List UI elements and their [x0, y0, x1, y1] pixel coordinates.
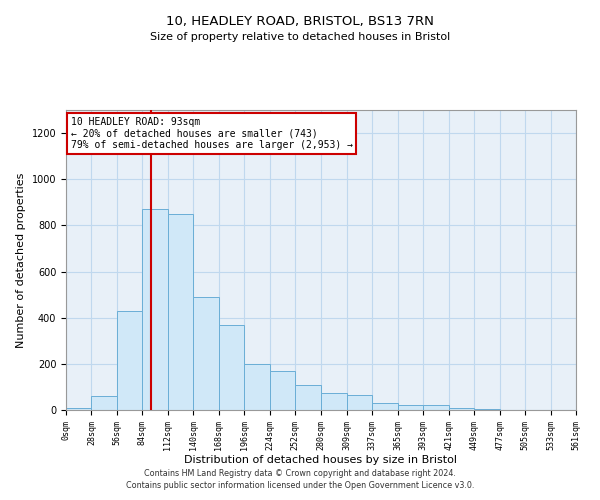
Bar: [320, 392, 347, 410]
Bar: [423, 406, 449, 410]
Bar: [142, 209, 168, 410]
Text: Contains public sector information licensed under the Open Government Licence v3: Contains public sector information licen…: [126, 481, 474, 490]
Bar: [193, 297, 219, 410]
Y-axis label: Number of detached properties: Number of detached properties: [16, 172, 26, 348]
Bar: [398, 406, 423, 410]
Text: Contains HM Land Registry data © Crown copyright and database right 2024.: Contains HM Land Registry data © Crown c…: [144, 468, 456, 477]
Bar: [373, 403, 398, 410]
Bar: [449, 408, 474, 410]
Bar: [219, 324, 244, 410]
Bar: [91, 396, 117, 410]
Text: 10 HEADLEY ROAD: 93sqm
← 20% of detached houses are smaller (743)
79% of semi-de: 10 HEADLEY ROAD: 93sqm ← 20% of detached…: [71, 117, 353, 150]
Bar: [66, 408, 91, 410]
Bar: [269, 371, 295, 410]
Text: 10, HEADLEY ROAD, BRISTOL, BS13 7RN: 10, HEADLEY ROAD, BRISTOL, BS13 7RN: [166, 15, 434, 28]
Text: Size of property relative to detached houses in Bristol: Size of property relative to detached ho…: [150, 32, 450, 42]
Bar: [295, 384, 320, 410]
Bar: [347, 395, 373, 410]
Bar: [168, 214, 193, 410]
Bar: [117, 311, 142, 410]
Bar: [474, 409, 500, 410]
X-axis label: Distribution of detached houses by size in Bristol: Distribution of detached houses by size …: [185, 456, 458, 466]
Bar: [244, 364, 269, 410]
